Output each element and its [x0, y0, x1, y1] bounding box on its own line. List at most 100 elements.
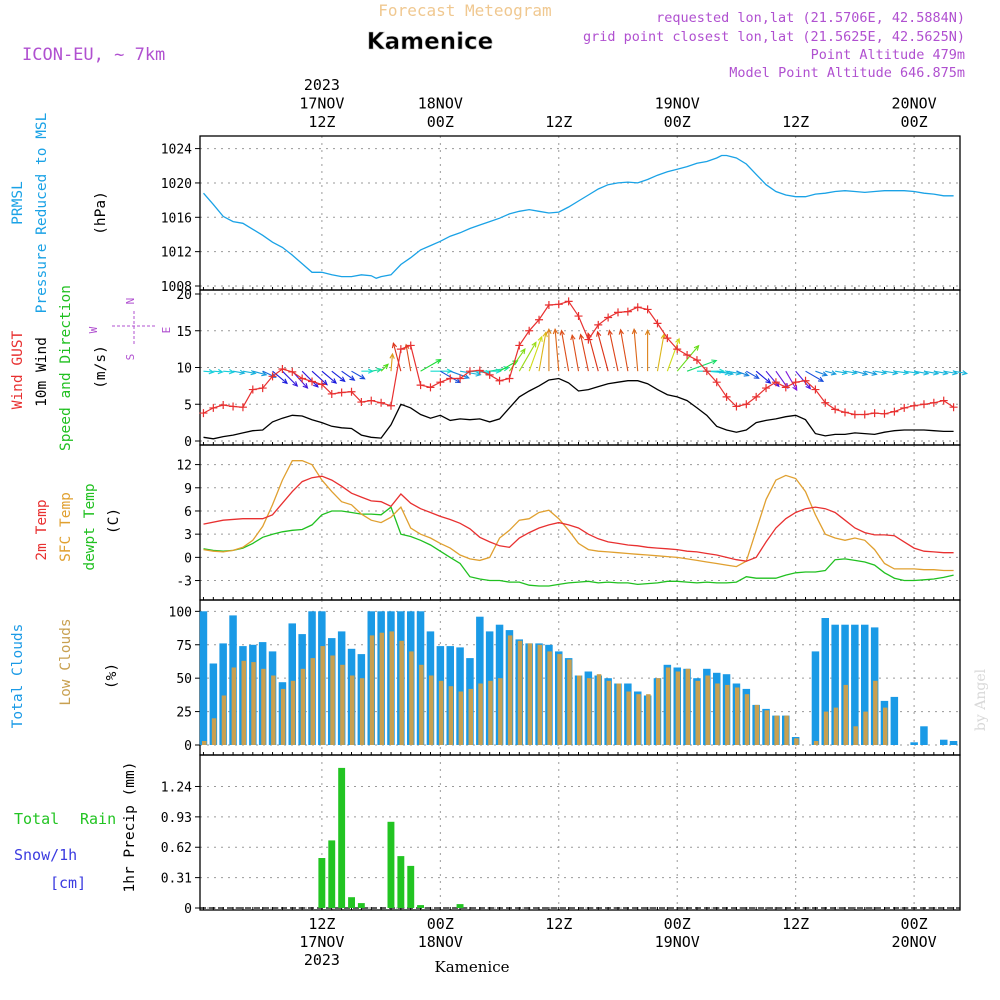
low-cloud-bar	[419, 664, 424, 745]
wind-arrow	[203, 370, 214, 373]
gust-marker	[692, 356, 701, 365]
sfc-temp-line	[203, 460, 954, 572]
wind-arrow	[765, 370, 780, 387]
low-cloud-bar	[665, 667, 671, 745]
gust-marker	[880, 409, 889, 418]
wind-arrow-head	[881, 369, 888, 376]
gust-marker	[535, 315, 544, 324]
gust-marker	[258, 384, 267, 393]
gust-marker	[752, 392, 761, 401]
gust-marker	[446, 374, 455, 383]
top-time-label: 17NOV	[299, 95, 344, 113]
wind-arrow	[580, 334, 589, 372]
wind-arrow-head	[851, 369, 858, 376]
gust-marker	[209, 403, 218, 412]
pressure-unit-label: (hPa)	[93, 191, 109, 235]
wind-arrow	[560, 330, 570, 372]
low-cloud-bar	[744, 694, 750, 745]
precip-bar	[348, 897, 355, 908]
precip-bar	[456, 904, 464, 908]
wind-arrow-head	[618, 328, 624, 335]
wind-arrow-head	[383, 363, 389, 370]
y-tick-label: 1024	[161, 143, 192, 158]
total-cloud-bar	[811, 651, 820, 745]
wind-arrow	[805, 370, 824, 382]
wind-arrow	[676, 345, 699, 372]
total-cloud-bar	[890, 696, 899, 745]
bottom-time-label: 18NOV	[418, 933, 463, 951]
prmsl-label: PRMSL	[10, 181, 26, 225]
low-cloud-bar	[794, 738, 799, 745]
wind-arrow-head	[961, 370, 969, 376]
dewpt-label: dewpt Temp	[82, 483, 98, 570]
gust-marker	[475, 366, 484, 375]
precip-bar	[338, 767, 346, 908]
low-cloud-bar	[498, 678, 503, 745]
compass-w-label: W	[87, 326, 100, 333]
gust-marker	[702, 367, 711, 376]
wind-arrow-head	[596, 330, 602, 337]
total-cloud-bar	[821, 618, 829, 745]
low-cloud-bar	[596, 674, 602, 745]
wind-speed-direction-label: Speed and Direction	[58, 285, 74, 451]
gust-marker	[722, 392, 731, 401]
low-cloud-bar	[764, 710, 770, 746]
low-cloud-bar	[202, 741, 207, 745]
gust-marker	[594, 320, 603, 329]
bottom-time-label: 12Z	[782, 915, 809, 933]
gust-marker	[327, 389, 336, 398]
wind-arrow	[213, 370, 223, 373]
wind-arrow-head	[537, 335, 543, 342]
low-cloud-bar	[369, 635, 375, 745]
gust-marker	[860, 410, 869, 419]
low-cloud-bar	[823, 711, 829, 745]
gust-marker	[939, 396, 948, 405]
wind-arrow-head	[805, 383, 812, 390]
gust-marker	[288, 367, 297, 376]
gust-marker	[564, 297, 573, 306]
temperature-panel: -3 0 3 6 9 12	[176, 444, 961, 601]
total-cloud-bar	[910, 742, 918, 745]
wind-arrow-head	[765, 378, 772, 384]
wind-arrow	[835, 370, 847, 374]
y-tick-label: 3	[184, 528, 192, 543]
precip-bar	[387, 821, 395, 908]
y-tick-label: 12	[176, 459, 192, 474]
top-time-label: 20NOV	[892, 95, 937, 113]
wind-arrow-head	[570, 333, 576, 341]
wind-arrow-head	[331, 378, 338, 384]
y-tick-label: 6	[184, 505, 192, 520]
top-time-label: 00Z	[901, 113, 928, 131]
wind-arrow	[282, 370, 298, 387]
gust-marker	[663, 334, 672, 343]
wind-arrow-head	[463, 373, 470, 379]
wind-arrow-head	[675, 337, 681, 344]
clouds-panel: 0 25 50 75 100	[169, 599, 961, 756]
wind-arrow	[272, 370, 288, 384]
total-rain-label-total: Total	[14, 810, 59, 828]
bottom-time-label: 00Z	[664, 915, 691, 933]
wind-arrow	[223, 370, 234, 373]
gust-marker	[643, 305, 652, 314]
low-cloud-bar	[853, 726, 858, 745]
wind-arrow-head	[376, 367, 383, 373]
low-cloud-bar	[883, 707, 888, 745]
low-cloud-bar	[320, 646, 325, 745]
t2m-label: 2m Temp	[34, 499, 50, 560]
y-tick-label: 50	[176, 672, 192, 687]
gust-marker	[821, 398, 830, 407]
total-cloud-bar	[831, 624, 839, 745]
gust-marker	[199, 409, 208, 418]
wind-arrow	[331, 370, 346, 382]
wind-10m-label: 10m Wind	[34, 337, 50, 407]
compass-e-label: E	[160, 327, 173, 334]
bottom-time-label: 00Z	[427, 915, 454, 933]
wind-arrow	[620, 329, 629, 372]
gust-marker	[781, 383, 790, 392]
gust-marker	[396, 345, 405, 354]
y-tick-label: 1.24	[161, 780, 192, 795]
wind-arrow	[390, 353, 394, 372]
gust-marker	[653, 319, 662, 328]
wind-arrow	[914, 370, 929, 375]
wind-arrow	[371, 368, 382, 372]
